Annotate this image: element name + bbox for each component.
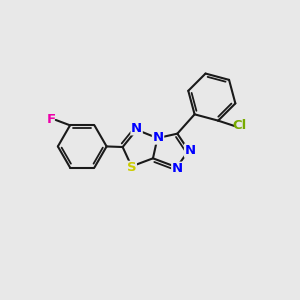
Text: N: N xyxy=(184,144,196,157)
Text: N: N xyxy=(131,122,142,135)
Text: N: N xyxy=(152,131,164,144)
Text: S: S xyxy=(127,161,136,174)
Text: Cl: Cl xyxy=(233,119,247,133)
Text: N: N xyxy=(172,162,183,175)
Text: F: F xyxy=(47,113,56,126)
